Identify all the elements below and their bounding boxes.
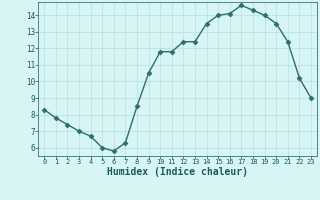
X-axis label: Humidex (Indice chaleur): Humidex (Indice chaleur) [107, 167, 248, 177]
